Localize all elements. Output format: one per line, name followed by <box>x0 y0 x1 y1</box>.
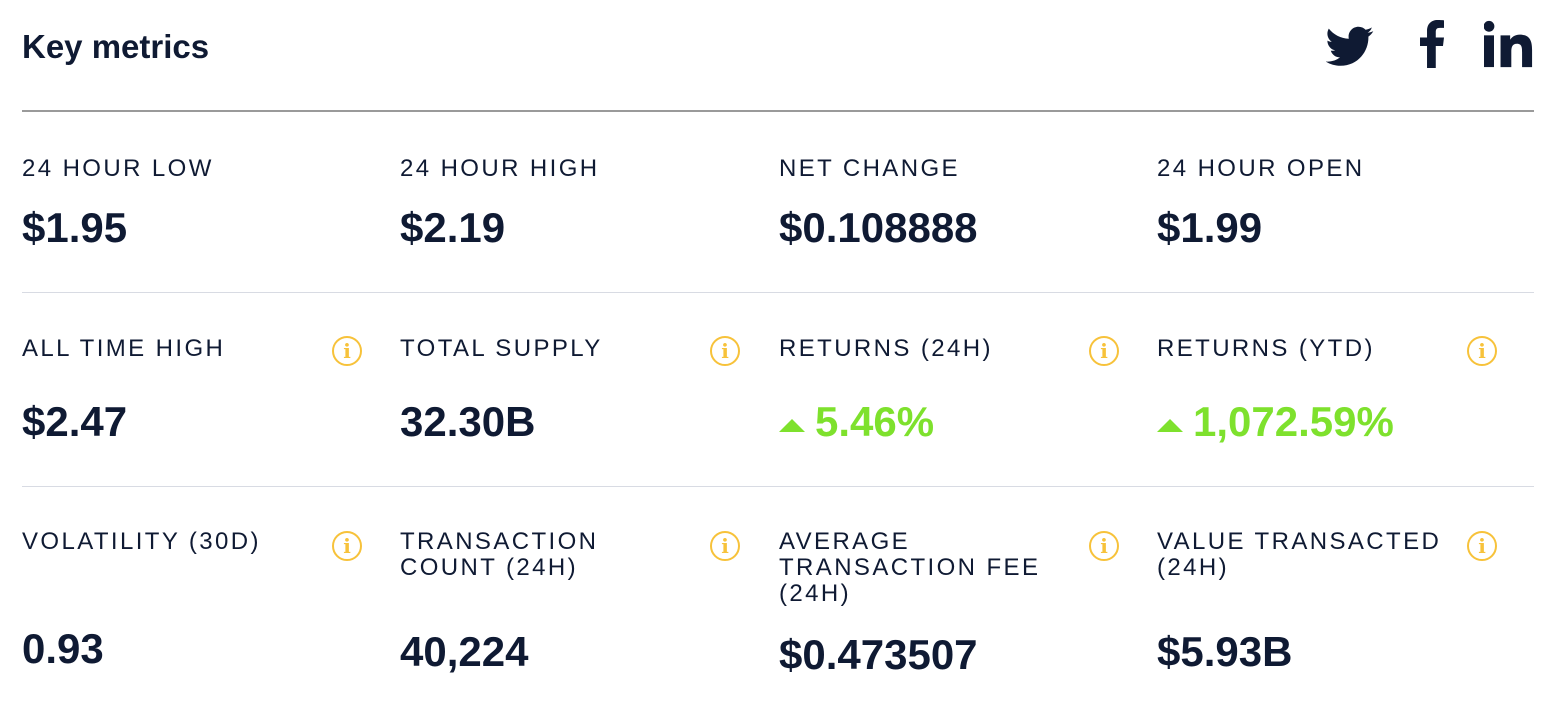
metric-value: 0.93 <box>22 625 104 672</box>
metric-value: 32.30B <box>400 398 536 445</box>
metric-label: 24 HOUR HIGH <box>400 155 600 182</box>
metric-card: NET CHANGE $0.108888 <box>779 112 1119 292</box>
metric-card: TOTAL SUPPLY i 32.30B <box>400 294 740 486</box>
metric-label: TRANSACTION COUNT (24H) <box>400 528 599 581</box>
info-icon[interactable]: i <box>1089 531 1119 561</box>
metric-card: TRANSACTION COUNT (24H) i 40,224 <box>400 487 740 708</box>
metrics-row: ALL TIME HIGH i $2.47 TOTAL SUPPLY i 32.… <box>22 294 1534 487</box>
metric-label: TOTAL SUPPLY <box>400 335 603 362</box>
metric-label: AVERAGE TRANSACTION FEE (24H) <box>779 528 1041 607</box>
up-arrow-icon <box>1157 419 1183 432</box>
metric-card: VOLATILITY (30D) i 0.93 <box>22 487 362 708</box>
metric-value: $0.473507 <box>779 631 978 678</box>
metric-value: 5.46% <box>779 398 934 446</box>
key-metrics-header: Key metrics <box>22 0 1534 112</box>
metric-label: VOLATILITY (30D) <box>22 528 261 555</box>
metric-card: VALUE TRANSACTED (24H) i $5.93B <box>1157 487 1497 708</box>
linkedin-icon[interactable] <box>1484 20 1534 68</box>
metric-value: $2.19 <box>400 204 506 251</box>
metrics-row: 24 HOUR LOW $1.95 24 HOUR HIGH $2.19 NET… <box>22 112 1534 293</box>
metric-value-text: 1,072.59% <box>1193 398 1394 445</box>
metric-value: $1.95 <box>22 204 128 251</box>
metric-label: 24 HOUR OPEN <box>1157 155 1365 182</box>
metric-label: RETURNS (YTD) <box>1157 335 1375 362</box>
metric-label: RETURNS (24H) <box>779 335 993 362</box>
metrics-row: VOLATILITY (30D) i 0.93 TRANSACTION COUN… <box>22 487 1534 708</box>
metric-card: RETURNS (24H) i 5.46% <box>779 294 1119 486</box>
facebook-icon[interactable] <box>1418 20 1446 68</box>
metric-value: 1,072.59% <box>1157 398 1394 446</box>
metric-label: ALL TIME HIGH <box>22 335 226 362</box>
metric-card: 24 HOUR LOW $1.95 <box>22 112 362 292</box>
metric-label: 24 HOUR LOW <box>22 155 214 182</box>
page-title: Key metrics <box>22 28 210 65</box>
info-icon[interactable]: i <box>332 336 362 366</box>
metric-value: $0.108888 <box>779 204 978 251</box>
info-icon[interactable]: i <box>710 336 740 366</box>
metric-label: VALUE TRANSACTED (24H) <box>1157 528 1442 581</box>
metric-value: 40,224 <box>400 628 529 675</box>
info-icon[interactable]: i <box>710 531 740 561</box>
info-icon[interactable]: i <box>1467 336 1497 366</box>
twitter-icon[interactable] <box>1326 22 1374 70</box>
metric-card: AVERAGE TRANSACTION FEE (24H) i $0.47350… <box>779 487 1119 708</box>
metric-value: $2.47 <box>22 398 128 445</box>
info-icon[interactable]: i <box>1467 531 1497 561</box>
metric-card: 24 HOUR HIGH $2.19 <box>400 112 740 292</box>
metric-label: NET CHANGE <box>779 155 960 182</box>
metric-card: RETURNS (YTD) i 1,072.59% <box>1157 294 1497 486</box>
info-icon[interactable]: i <box>332 531 362 561</box>
metric-card: ALL TIME HIGH i $2.47 <box>22 294 362 486</box>
metric-value: $5.93B <box>1157 628 1293 675</box>
metric-value: $1.99 <box>1157 204 1263 251</box>
up-arrow-icon <box>779 419 805 432</box>
metric-card: 24 HOUR OPEN $1.99 <box>1157 112 1497 292</box>
metric-value-text: 5.46% <box>815 398 935 445</box>
info-icon[interactable]: i <box>1089 336 1119 366</box>
